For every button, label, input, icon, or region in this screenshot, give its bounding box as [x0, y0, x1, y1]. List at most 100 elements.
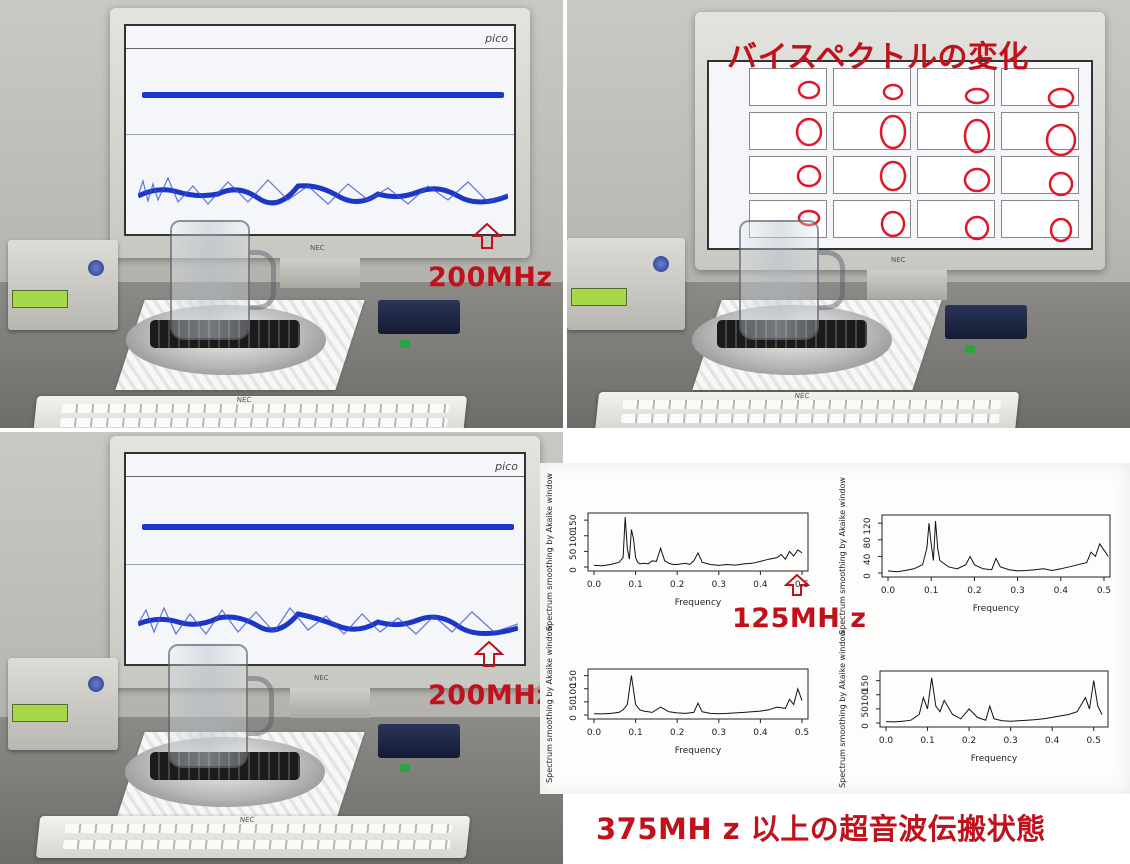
x-tick-label: 0.3: [712, 728, 726, 738]
spectrum-line: [593, 675, 803, 715]
y-axis-label: Spectrum smoothing by Akaike window: [545, 473, 554, 631]
keyboard: NEC: [32, 396, 468, 428]
dial-knob: [88, 260, 104, 276]
thumb: [749, 156, 827, 194]
dial-knob: [653, 256, 669, 272]
y-axis-label: Spectrum smoothing by Akaike window: [545, 625, 554, 783]
y-tick-label: 150: [861, 675, 871, 692]
label-200mhz: 200MHz: [428, 262, 553, 293]
x-tick-label: 0.1: [628, 580, 642, 590]
y-axis-label: Spectrum smoothing by Akaike window: [838, 630, 847, 788]
glass-jar: [170, 220, 250, 340]
key-row: [59, 418, 448, 427]
key-row: [61, 404, 450, 413]
y-tick-label: 100: [569, 530, 579, 547]
oscilloscope-screen: pico: [124, 452, 526, 666]
plot-frame: [879, 670, 1109, 728]
y-tick-label: 0: [861, 723, 871, 729]
usb-oscilloscope: [945, 305, 1027, 353]
up-arrow-icon: [474, 640, 504, 667]
photo-top-right: NEC NEC バイスペクトルの変化: [567, 0, 1130, 428]
glass-jar: [168, 644, 248, 768]
jar-handle: [248, 676, 274, 736]
jar-handle: [819, 250, 845, 310]
glass-jar: [739, 220, 819, 340]
thumb: [1001, 68, 1079, 106]
x-tick-label: 0.3: [1003, 736, 1017, 746]
monitor-brand: NEC: [310, 244, 325, 252]
y-tick-label: 80: [863, 537, 873, 549]
signal-generator: [8, 658, 118, 750]
y-tick-label: 0: [569, 715, 579, 721]
x-axis-label: Frequency: [675, 746, 722, 756]
green-connector: [965, 345, 975, 353]
x-tick-label: 0.1: [628, 728, 642, 738]
lcd-display: [571, 288, 627, 306]
photo-bottom-left: pico NEC NEC 200MHz: [0, 432, 563, 864]
bispectrum-screen: [707, 60, 1093, 250]
keyboard-brand: NEC: [236, 396, 252, 404]
monitor-brand: NEC: [891, 256, 906, 264]
green-connector: [400, 764, 410, 772]
key-row: [622, 400, 1002, 409]
monitor-stand: [290, 688, 370, 718]
y-tick-label: 100: [861, 689, 871, 706]
usb-oscilloscope: [378, 724, 460, 772]
x-tick-label: 0.5: [795, 728, 809, 738]
spectrum-line: [887, 521, 1109, 573]
y-tick-label: 0: [569, 567, 579, 573]
label-200mhz: 200MHz: [428, 680, 553, 711]
thumb: [917, 200, 995, 238]
y-tick-label: 50: [569, 548, 579, 560]
x-tick-label: 0.0: [881, 586, 896, 596]
x-tick-label: 0.4: [1054, 586, 1069, 596]
signal-generator: [8, 240, 118, 330]
thumb: [917, 68, 995, 106]
y-tick-label: 100: [569, 683, 579, 700]
plot-frame: [881, 514, 1111, 578]
monitor-stand: [280, 258, 360, 288]
red-circles: [795, 80, 1077, 243]
thumb: [917, 112, 995, 150]
photo-top-left: pico NEC NEC 200MHz: [0, 0, 563, 428]
x-tick-label: 0.5: [1097, 586, 1111, 596]
key-row: [621, 414, 1000, 423]
up-arrow-icon: [784, 573, 810, 596]
grid-line: [126, 476, 524, 477]
x-tick-label: 0.2: [967, 586, 981, 596]
key-row: [62, 840, 451, 849]
y-axis-label: Spectrum smoothing by Akaike window: [838, 477, 847, 635]
thumb: [917, 156, 995, 194]
keyboard: NEC: [594, 392, 1020, 428]
x-tick-label: 0.1: [924, 586, 938, 596]
title-bispectrum-change: バイスペクトルの変化: [727, 40, 1029, 75]
jar-handle: [250, 250, 276, 310]
y-tick-label: 50: [569, 699, 579, 711]
up-arrow-icon: [472, 222, 502, 249]
x-axis-label: Frequency: [675, 598, 722, 608]
bottom-caption: 375MH z 以上の超音波伝搬状態: [596, 812, 1046, 846]
thumb: [1001, 112, 1079, 150]
spectrum-line: [593, 516, 803, 567]
x-tick-label: 0.5: [1087, 736, 1101, 746]
x-tick-label: 0.3: [1010, 586, 1024, 596]
green-connector: [400, 340, 410, 348]
x-tick-label: 0.4: [753, 580, 768, 590]
keyboard-brand: NEC: [239, 816, 255, 824]
key-row: [64, 824, 453, 833]
thumb: [833, 200, 911, 238]
x-tick-label: 0.1: [920, 736, 934, 746]
lower-trace: [138, 606, 518, 637]
lcd-display: [12, 704, 68, 722]
signal-generator: [567, 238, 685, 330]
y-tick-label: 40: [863, 553, 873, 565]
spectrum-line: [885, 677, 1103, 723]
upper-trace: [142, 92, 504, 98]
x-tick-label: 0.0: [587, 580, 602, 590]
keyboard-brand: NEC: [794, 392, 810, 400]
spectrum-charts-panel: 0.0 0.1 0.2 0.3 0.4 0.5 0 50 100 150 Frequency Spec…: [540, 463, 1130, 794]
software-logo: pico: [485, 32, 508, 45]
spectrum-charts: 0.0 0.1 0.2 0.3 0.4 0.5050100150FrequencySpec…: [545, 473, 1111, 788]
plot-frame: [587, 668, 809, 720]
x-tick-label: 0.2: [670, 580, 684, 590]
